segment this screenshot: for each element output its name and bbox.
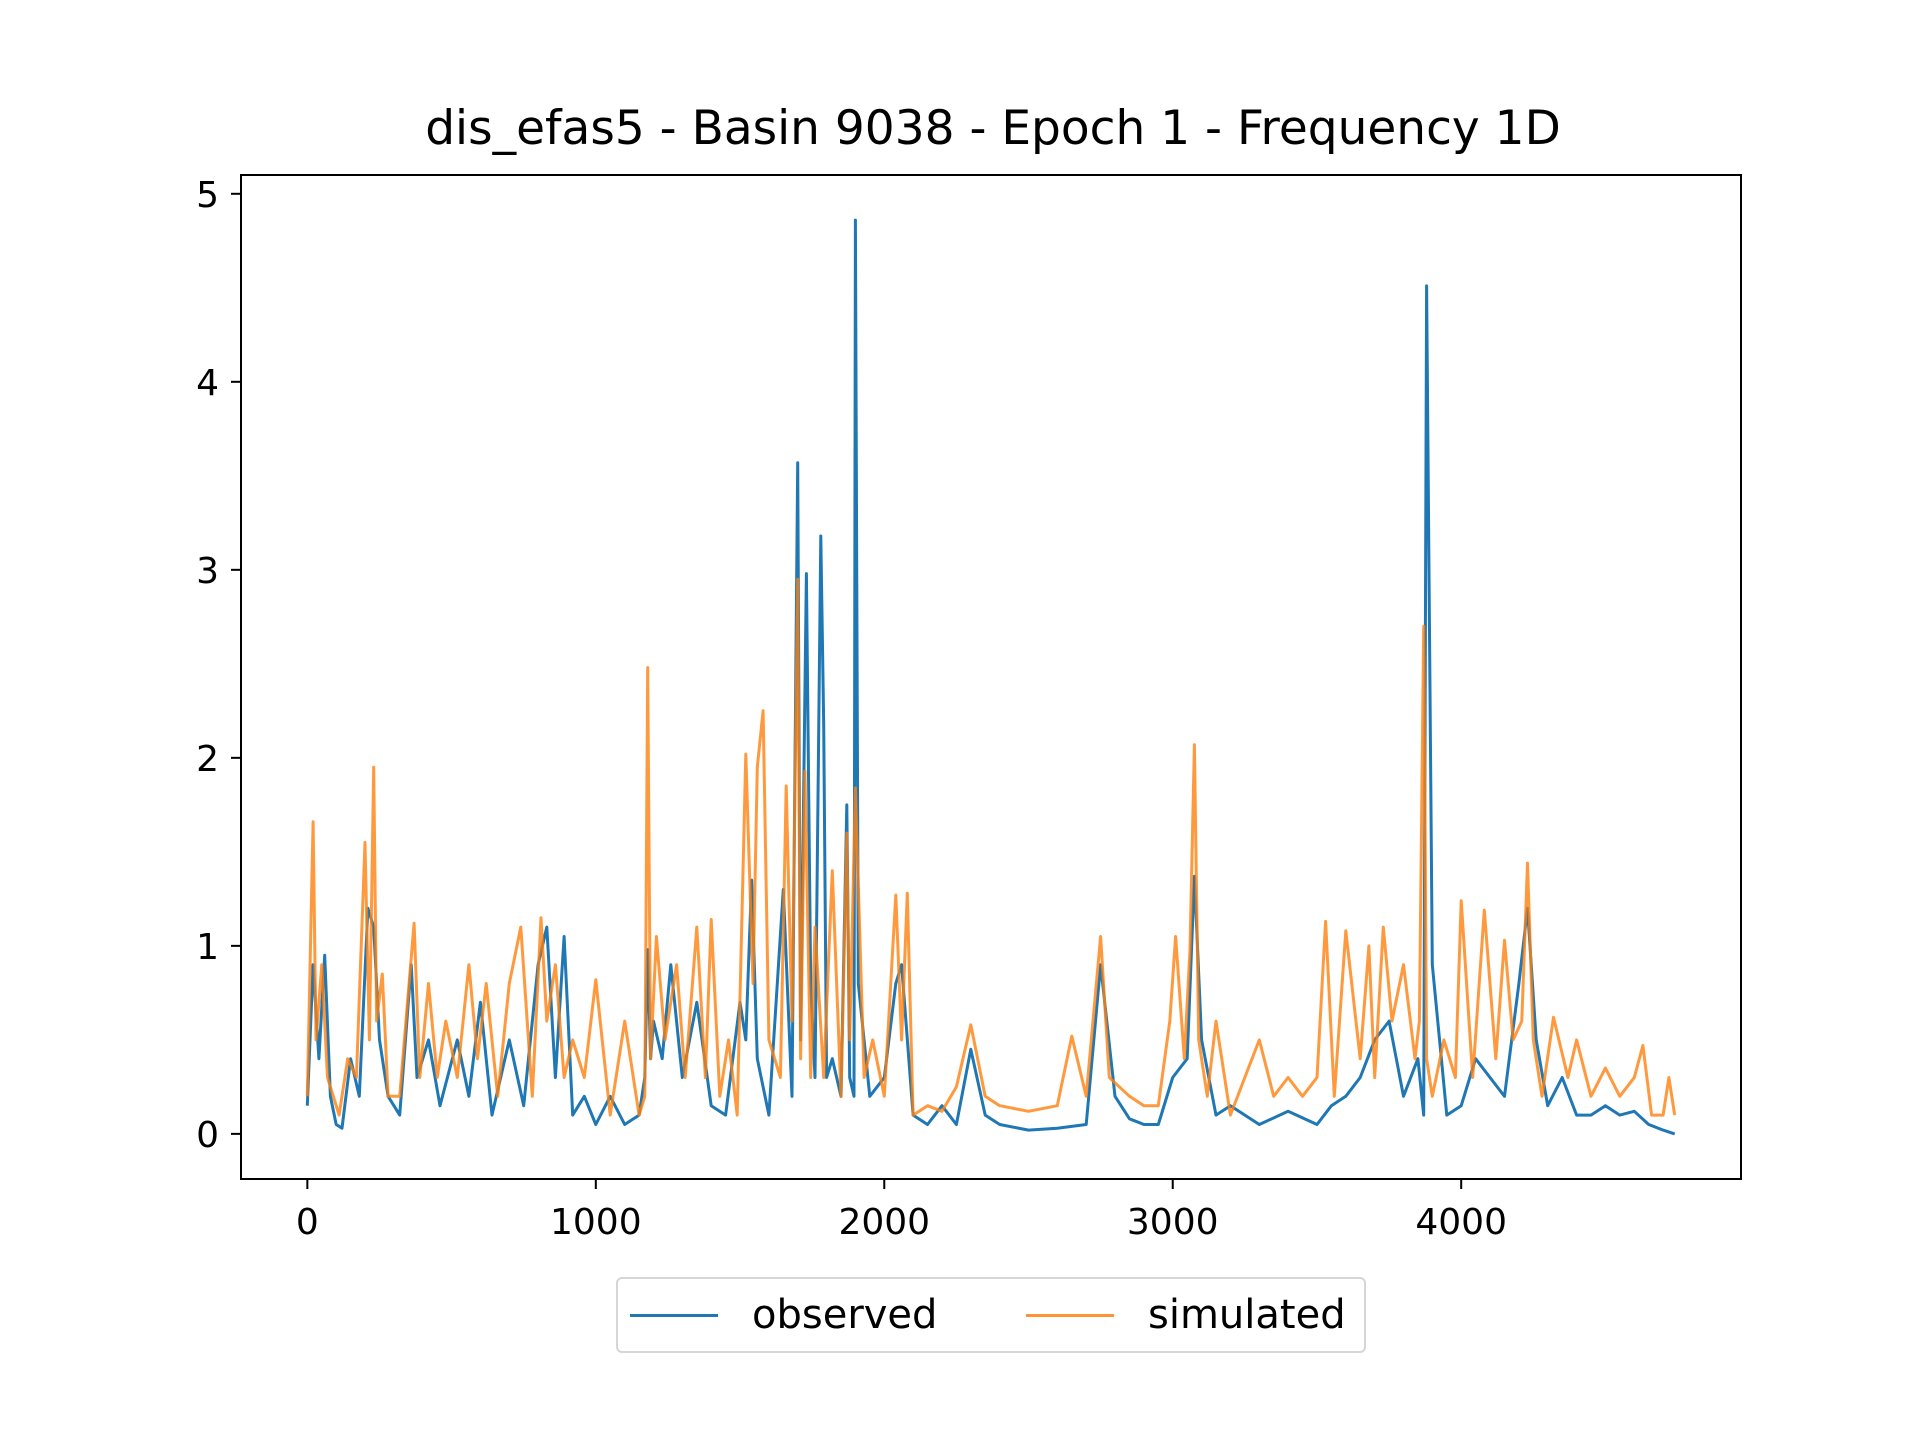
legend-item-observed: observed bbox=[630, 1279, 937, 1351]
y-tick-label: 0 bbox=[196, 1115, 219, 1156]
y-tick-label: 3 bbox=[196, 551, 219, 592]
y-tick-label: 5 bbox=[196, 175, 219, 216]
y-tick-label: 1 bbox=[196, 927, 219, 968]
x-tick-label: 3000 bbox=[1127, 1202, 1219, 1243]
legend-item-simulated: simulated bbox=[1026, 1279, 1346, 1351]
legend-label-observed: observed bbox=[752, 1292, 938, 1338]
x-tick-label: 0 bbox=[296, 1202, 319, 1243]
x-tick-label: 1000 bbox=[550, 1202, 642, 1243]
legend-swatch-observed bbox=[630, 1313, 718, 1317]
legend-label-simulated: simulated bbox=[1148, 1292, 1346, 1338]
plot-frame bbox=[240, 174, 1742, 1180]
series-line-simulated bbox=[305, 577, 1677, 1117]
legend-swatch-simulated bbox=[1026, 1313, 1114, 1317]
x-tick-label: 4000 bbox=[1415, 1202, 1507, 1243]
series-layer bbox=[305, 218, 1677, 1136]
y-axis: 0 1 2 3 4 5 bbox=[196, 175, 241, 1156]
chart-title: dis_efas5 - Basin 9038 - Epoch 1 - Frequ… bbox=[425, 101, 1561, 156]
x-axis: 0 1000 2000 3000 4000 bbox=[296, 1179, 1507, 1243]
y-tick-label: 2 bbox=[196, 739, 219, 780]
legend: observed simulated bbox=[616, 1277, 1366, 1353]
x-tick-label: 2000 bbox=[838, 1202, 930, 1243]
y-tick-label: 4 bbox=[196, 363, 219, 404]
